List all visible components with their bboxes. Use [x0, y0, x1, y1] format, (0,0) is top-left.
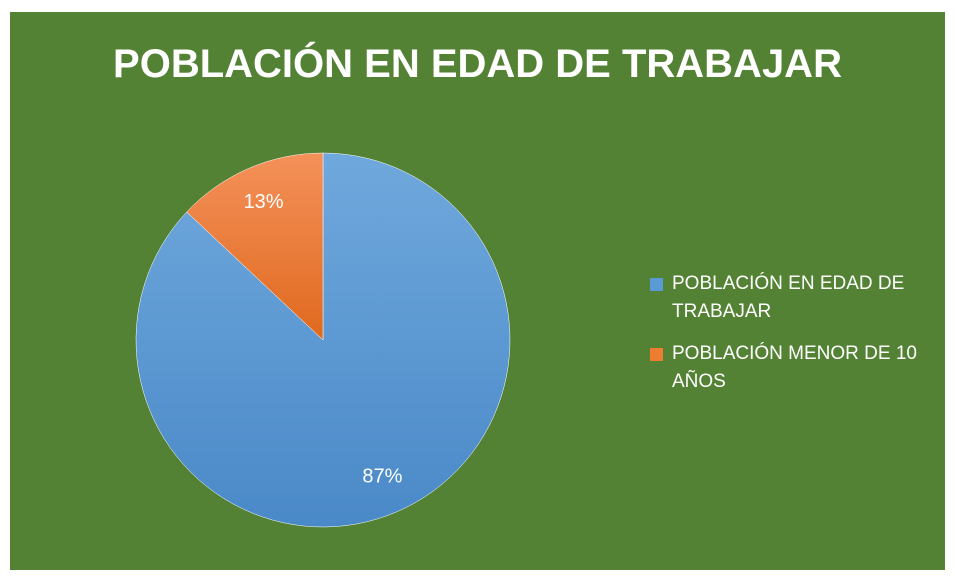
data-label: 87% — [362, 466, 402, 488]
pie-slice — [186, 152, 324, 341]
legend-item: POBLACIÓN EN EDAD DE TRABAJAR — [650, 270, 950, 326]
chart-title: POBLACIÓN EN EDAD DE TRABAJAR — [113, 42, 842, 86]
legend-label: POBLACIÓN EN EDAD DE TRABAJAR — [672, 273, 905, 322]
legend-item: POBLACIÓN MENOR DE 10 AÑOS — [650, 340, 950, 396]
legend-swatch — [650, 348, 663, 361]
data-label: 13% — [244, 191, 284, 213]
legend-label: POBLACIÓN MENOR DE 10 AÑOS — [672, 343, 917, 392]
legend-swatch — [650, 278, 663, 291]
chart-area: 87% 13% POBLACIÓN EN EDAD DE TRABAJAR POB… — [10, 12, 945, 570]
legend: POBLACIÓN EN EDAD DE TRABAJAR POBLACIÓN M… — [650, 270, 950, 410]
chart: 87% 13% — [135, 152, 511, 528]
